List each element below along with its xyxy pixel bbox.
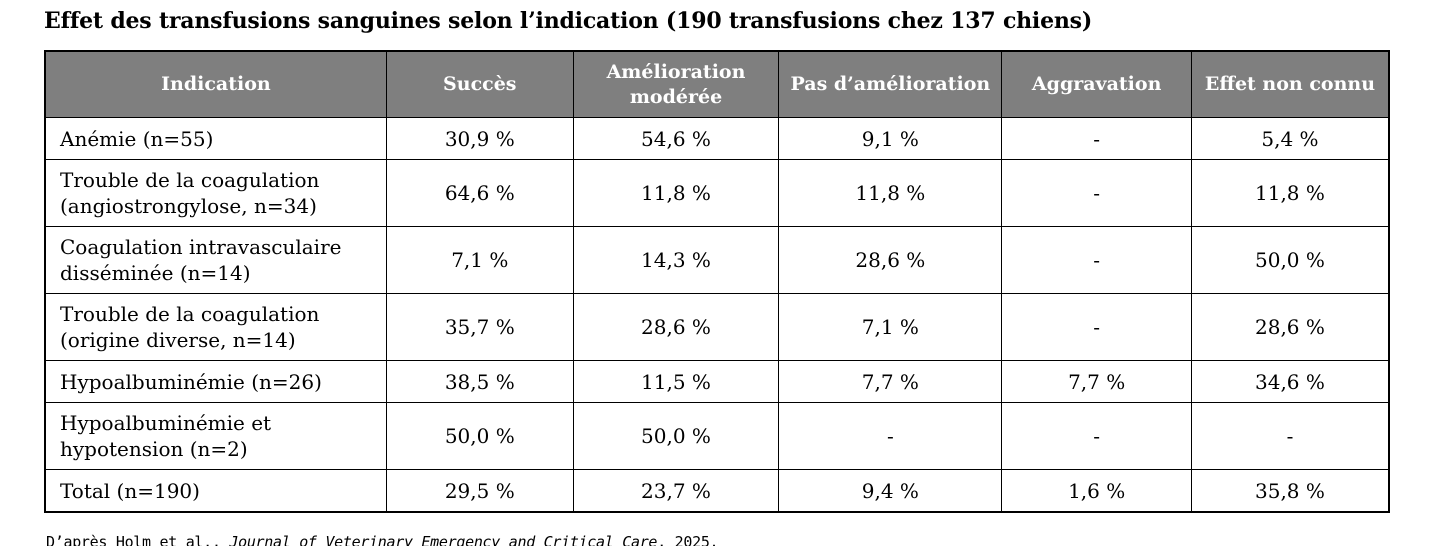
value-cell: - — [1001, 402, 1192, 471]
value-cell: - — [778, 402, 1003, 471]
column-header-pas-d-amelioration: Pas d’amélioration — [778, 50, 1003, 119]
table-row: Hypoalbuminémie (n=26) 38,5 % 11,5 % 7,7 % 7… — [44, 360, 1390, 404]
value-cell: - — [1001, 159, 1192, 228]
value-cell: 5,4 % — [1190, 117, 1390, 161]
transfusion-effects-table: Indication Succès Amélioration modérée P… — [44, 50, 1390, 513]
value-cell: 30,9 % — [385, 117, 574, 161]
table-row: Total (n=190) 29,5 % 23,7 % 9,4 % 1,6 % 35,8 … — [44, 469, 1390, 513]
value-cell: 23,7 % — [572, 469, 780, 513]
value-cell: - — [1001, 293, 1192, 362]
value-cell: - — [1001, 117, 1192, 161]
value-cell: 28,6 % — [572, 293, 780, 362]
value-cell: 50,0 % — [385, 402, 574, 471]
value-cell: 7,1 % — [385, 226, 574, 295]
indication-cell: Trouble de la coagulation (angiostrongyl… — [44, 159, 387, 228]
value-cell: 34,6 % — [1190, 360, 1390, 404]
value-cell: 28,6 % — [778, 226, 1003, 295]
table-header: Indication Succès Amélioration modérée P… — [44, 50, 1390, 119]
column-header-amelioration-moderee: Amélioration modérée — [572, 50, 780, 119]
indication-cell: Anémie (n=55) — [44, 117, 387, 161]
value-cell: 35,7 % — [385, 293, 574, 362]
header-row: Indication Succès Amélioration modérée P… — [44, 50, 1390, 119]
value-cell: 1,6 % — [1001, 469, 1192, 513]
value-cell: 11,8 % — [778, 159, 1003, 228]
column-header-aggravation: Aggravation — [1001, 50, 1192, 119]
value-cell: 9,1 % — [778, 117, 1003, 161]
value-cell: 7,7 % — [778, 360, 1003, 404]
indication-cell: Hypoalbuminémie et hypotension (n=2) — [44, 402, 387, 471]
value-cell: 50,0 % — [1190, 226, 1390, 295]
value-cell: 11,8 % — [572, 159, 780, 228]
column-header-indication: Indication — [44, 50, 387, 119]
value-cell: 14,3 % — [572, 226, 780, 295]
value-cell: 9,4 % — [778, 469, 1003, 513]
journal-name: Journal of Veterinary Emergency and Crit… — [229, 532, 658, 546]
value-cell: 54,6 % — [572, 117, 780, 161]
table-row: Coagulation intravasculaire disséminée (… — [44, 226, 1390, 295]
table-row: Trouble de la coagulation (angiostrongyl… — [44, 159, 1390, 228]
source-suffix: , 2025. — [657, 532, 719, 546]
value-cell: 29,5 % — [385, 469, 574, 513]
indication-cell: Total (n=190) — [44, 469, 387, 513]
indication-cell: Coagulation intravasculaire disséminée (… — [44, 226, 387, 295]
indication-cell: Trouble de la coagulation (origine diver… — [44, 293, 387, 362]
value-cell: - — [1001, 226, 1192, 295]
table-row: Hypoalbuminémie et hypotension (n=2) 50,0… — [44, 402, 1390, 471]
value-cell: - — [1190, 402, 1390, 471]
page-title: Effet des transfusions sanguines selon l… — [44, 8, 1093, 34]
table-row: Trouble de la coagulation (origine diver… — [44, 293, 1390, 362]
column-header-effet-non-connu: Effet non connu — [1190, 50, 1390, 119]
value-cell: 64,6 % — [385, 159, 574, 228]
value-cell: 35,8 % — [1190, 469, 1390, 513]
value-cell: 50,0 % — [572, 402, 780, 471]
value-cell: 7,7 % — [1001, 360, 1192, 404]
table-body: Anémie (n=55) 30,9 % 54,6 % 9,1 % -5,4 % Trou… — [44, 117, 1390, 513]
value-cell: 7,1 % — [778, 293, 1003, 362]
value-cell: 28,6 % — [1190, 293, 1390, 362]
value-cell: 11,5 % — [572, 360, 780, 404]
value-cell: 38,5 % — [385, 360, 574, 404]
source-prefix: D’après Holm et al., — [46, 532, 230, 546]
source-citation: D’après Holm et al., Journal of Veterina… — [46, 533, 1391, 546]
indication-cell: Hypoalbuminémie (n=26) — [44, 360, 387, 404]
table-row: Anémie (n=55) 30,9 % 54,6 % 9,1 % -5,4 % — [44, 117, 1390, 161]
column-header-succes: Succès — [385, 50, 574, 119]
value-cell: 11,8 % — [1190, 159, 1390, 228]
